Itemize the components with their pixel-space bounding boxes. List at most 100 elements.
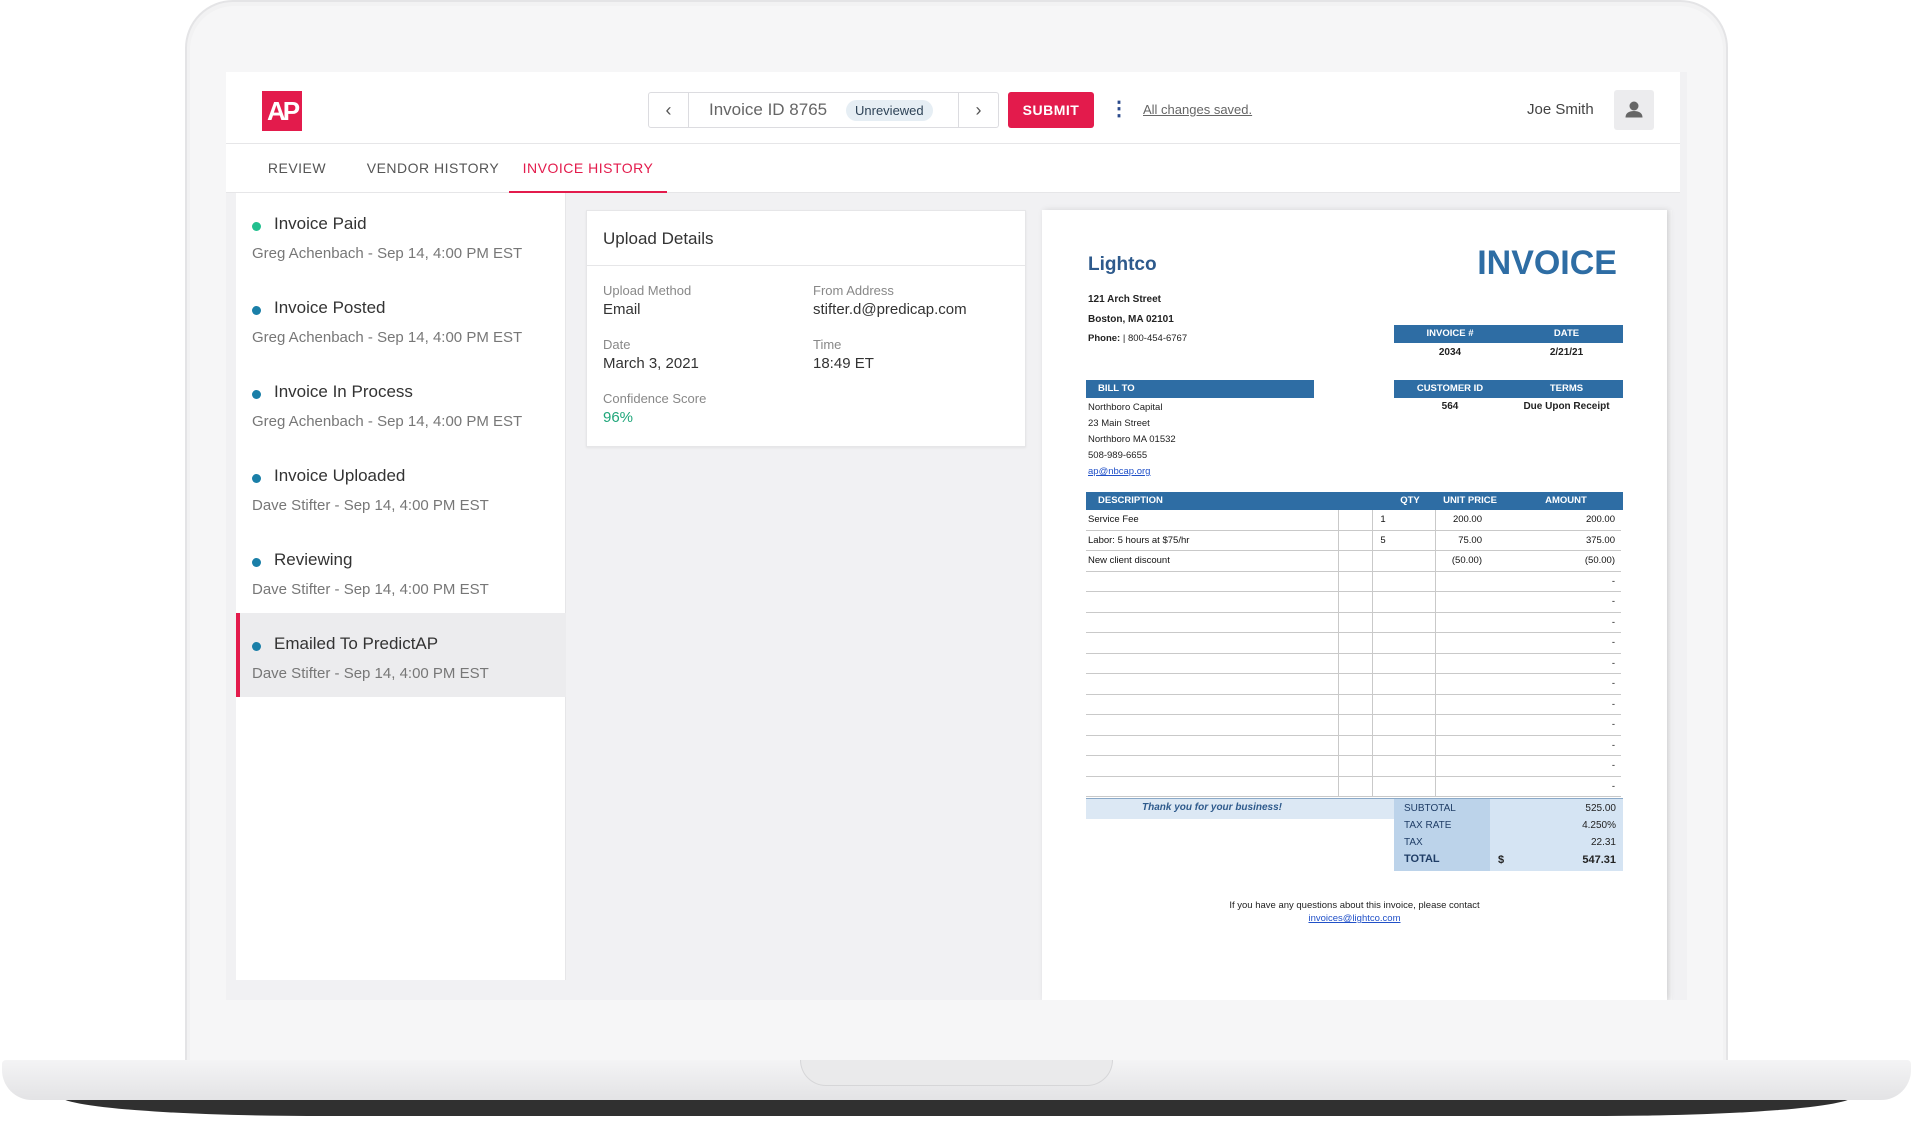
totals-divider xyxy=(1086,798,1623,799)
timeline-item[interactable]: Invoice In Process Greg Achenbach - Sep … xyxy=(236,361,566,445)
column-divider xyxy=(1338,694,1339,715)
timeline-meta: Greg Achenbach - Sep 14, 4:00 PM EST xyxy=(252,245,523,262)
column-divider xyxy=(1372,653,1373,674)
column-divider xyxy=(1435,510,1436,531)
save-status-link[interactable]: All changes saved. xyxy=(1143,102,1253,117)
terms-label: TERMS xyxy=(1549,383,1584,394)
cell-amount: - xyxy=(1611,637,1615,648)
app-screen: AP ‹ Invoice ID 8765 Unreviewed › SUBMIT… xyxy=(226,72,1687,1000)
vendor-name: Lightco xyxy=(1088,254,1157,275)
date-label: Date xyxy=(603,337,631,352)
cell-amount: - xyxy=(1611,719,1615,730)
column-divider xyxy=(1435,633,1436,654)
date-value: March 3, 2021 xyxy=(603,355,699,372)
bill-to-line: Northboro Capital xyxy=(1088,402,1163,413)
column-divider xyxy=(1338,633,1339,654)
column-divider xyxy=(1435,592,1436,613)
timeline-meta: Greg Achenbach - Sep 14, 4:00 PM EST xyxy=(252,329,523,346)
table-row: New client discount (50.00) (50.00) xyxy=(1086,551,1621,572)
tab-review[interactable]: REVIEW xyxy=(267,160,327,176)
timeline-dot xyxy=(252,222,261,231)
timeline-dot xyxy=(252,390,261,399)
column-divider xyxy=(1338,735,1339,756)
from-address-label: From Address xyxy=(813,283,894,298)
timeline-item[interactable]: Invoice Posted Greg Achenbach - Sep 14, … xyxy=(236,277,566,361)
timeline-title: Invoice Paid xyxy=(274,214,367,233)
timeline-meta: Dave Stifter - Sep 14, 4:00 PM EST xyxy=(252,497,489,514)
column-divider xyxy=(1372,674,1373,695)
table-row: - xyxy=(1086,674,1621,695)
column-divider xyxy=(1372,530,1373,551)
submit-button[interactable]: SUBMIT xyxy=(1008,92,1094,128)
subtotal-value: 525.00 xyxy=(1585,803,1616,814)
table-row: - xyxy=(1086,694,1621,715)
cell-amount: - xyxy=(1611,760,1615,771)
table-row: - xyxy=(1086,612,1621,633)
upload-details-card: Upload Details Upload Method Email From … xyxy=(586,210,1026,447)
vendor-address-line1: 121 Arch Street xyxy=(1088,294,1161,305)
tax-value: 22.31 xyxy=(1590,837,1616,848)
table-row: - xyxy=(1086,735,1621,757)
timeline-meta: Greg Achenbach - Sep 14, 4:00 PM EST xyxy=(252,413,523,430)
timeline-item-selected[interactable]: Emailed To PredictAP Dave Stifter - Sep … xyxy=(236,613,566,697)
cell-amount: - xyxy=(1611,780,1615,792)
timeline-meta: Dave Stifter - Sep 14, 4:00 PM EST xyxy=(252,665,489,682)
phone-label: Phone: xyxy=(1088,333,1121,344)
timeline-item[interactable]: Invoice Uploaded Dave Stifter - Sep 14, … xyxy=(236,445,566,529)
column-divider xyxy=(1372,571,1373,592)
laptop-notch xyxy=(800,1060,1113,1086)
document-footer: If you have any questions about this inv… xyxy=(1229,900,1480,911)
column-divider xyxy=(1435,653,1436,674)
column-divider xyxy=(1372,735,1373,756)
timeline-dot xyxy=(252,306,261,315)
invoice-number: 2034 xyxy=(1438,347,1462,358)
cell-desc: Labor: 5 hours at $75/hr xyxy=(1088,534,1190,546)
timeline-title: Invoice Uploaded xyxy=(274,466,406,485)
bill-to-email-link[interactable]: ap@nbcap.org xyxy=(1088,466,1151,477)
footer-email-link[interactable]: invoices@lightco.com xyxy=(1308,913,1401,924)
line-items-header: DESCRIPTION QTY UNIT PRICE AMOUNT xyxy=(1086,492,1623,510)
status-badge: Unreviewed xyxy=(846,100,933,121)
column-divider xyxy=(1372,776,1373,797)
timeline-title: Invoice Posted xyxy=(274,298,386,317)
total-value: 547.31 xyxy=(1582,854,1616,866)
upload-method-label: Upload Method xyxy=(603,283,692,298)
column-divider xyxy=(1338,551,1339,572)
time-label: Time xyxy=(813,337,842,352)
customer-header: CUSTOMER ID TERMS xyxy=(1394,380,1623,398)
line-items-table: Service Fee 1 200.00 200.00 Labor: 5 hours a… xyxy=(1086,510,1623,798)
cell-unit: 75.00 xyxy=(1458,534,1482,546)
table-row: - xyxy=(1086,571,1621,593)
column-divider xyxy=(1338,571,1339,592)
column-divider xyxy=(1435,674,1436,695)
document-edge xyxy=(1662,210,1672,1000)
column-divider xyxy=(1338,674,1339,695)
column-divider xyxy=(1372,756,1373,777)
timeline-item[interactable]: Reviewing Dave Stifter - Sep 14, 4:00 PM… xyxy=(236,529,566,613)
cell-amount: 200.00 xyxy=(1585,514,1615,525)
cell-desc xyxy=(1088,572,1378,593)
column-divider xyxy=(1338,653,1339,674)
invoice-date: 2/21/21 xyxy=(1549,347,1584,358)
total-currency: $ xyxy=(1498,854,1505,866)
column-divider xyxy=(1338,715,1339,736)
tab-bar: REVIEW VENDOR HISTORY INVOICE HISTORY xyxy=(226,144,1680,193)
column-divider xyxy=(1435,612,1436,633)
vendor-address-line2: Boston, MA 02101 xyxy=(1088,314,1174,325)
customer-id-label: CUSTOMER ID xyxy=(1416,383,1484,394)
table-row: - xyxy=(1086,653,1621,674)
previous-invoice-button[interactable]: ‹ xyxy=(649,93,689,127)
next-invoice-button[interactable]: › xyxy=(958,93,998,127)
table-row: - xyxy=(1086,756,1621,777)
timeline-item[interactable]: Invoice Paid Greg Achenbach - Sep 14, 4:… xyxy=(236,193,566,277)
column-divider xyxy=(1338,612,1339,633)
cell-desc xyxy=(1088,736,1378,757)
app-logo[interactable]: AP xyxy=(262,91,302,131)
bill-to-address: Northboro Capital 23 Main Street Northbo… xyxy=(1088,400,1176,480)
history-timeline: Invoice Paid Greg Achenbach - Sep 14, 4:… xyxy=(236,193,566,980)
tab-vendor-history[interactable]: VENDOR HISTORY xyxy=(366,160,500,176)
column-divider xyxy=(1338,592,1339,613)
avatar[interactable] xyxy=(1614,90,1654,130)
tab-invoice-history[interactable]: INVOICE HISTORY xyxy=(509,144,667,193)
more-options-icon[interactable]: ⋮ xyxy=(1109,98,1129,120)
